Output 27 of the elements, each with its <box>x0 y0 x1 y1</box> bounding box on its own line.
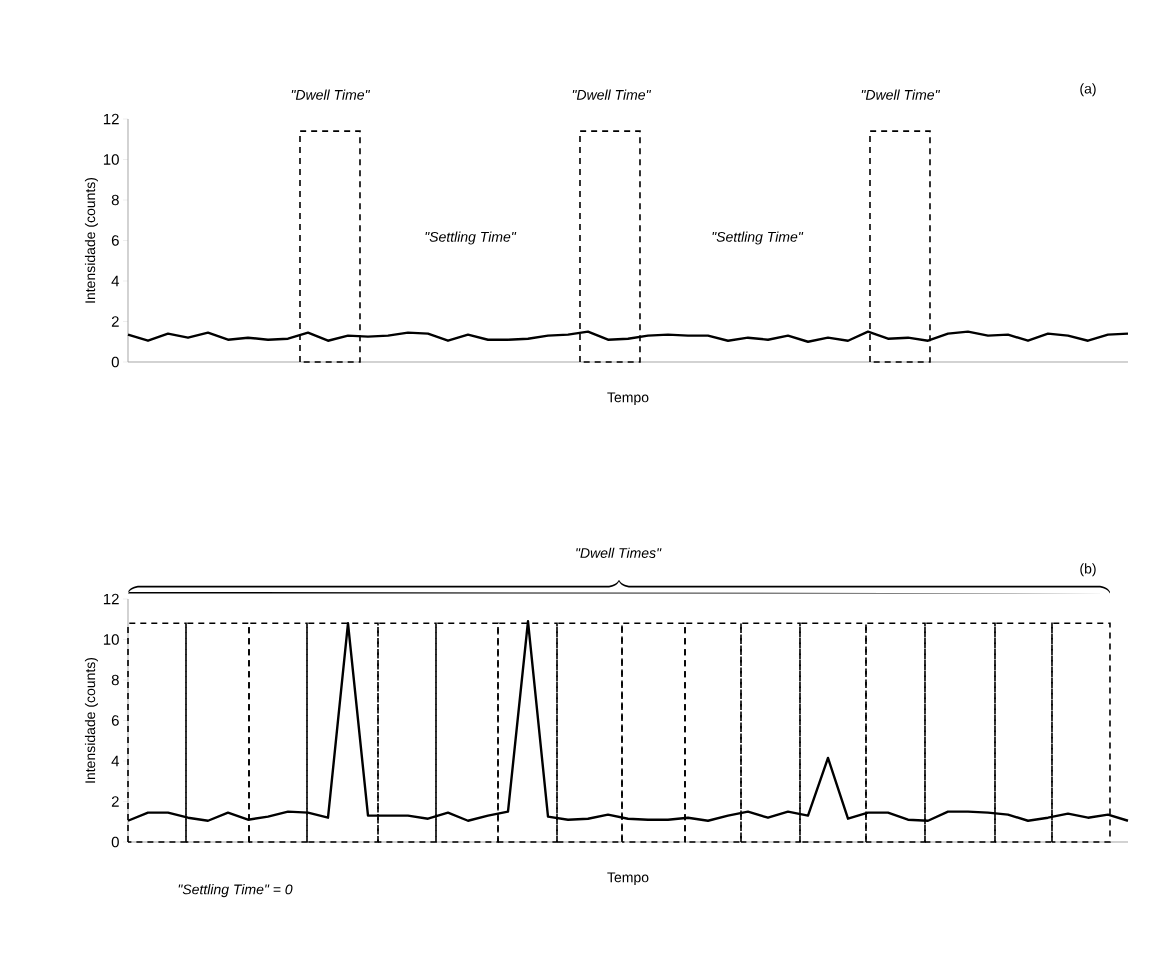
text: (b) <box>1080 563 1096 577</box>
y-tick-label: 0 <box>111 836 119 848</box>
y-tick-label: 6 <box>111 715 119 726</box>
y-tick-label: 10 <box>103 634 119 645</box>
y-tick-label: 12 <box>103 593 119 605</box>
text: "Dwell Times" <box>576 547 662 558</box>
x-axis-title: Tempo <box>607 392 649 406</box>
y-tick-label: 12 <box>103 113 119 125</box>
y-axis-title: Intensidade (counts) <box>84 657 98 783</box>
y-tick-label: 2 <box>111 316 119 327</box>
y-tick-label: 2 <box>111 796 119 807</box>
y-tick-label: 10 <box>103 154 119 165</box>
y-tick-label: 6 <box>111 235 119 246</box>
text: (a) <box>1080 83 1096 97</box>
y-tick-label: 4 <box>111 755 120 767</box>
annotation: "Settling Time" <box>712 231 804 245</box>
text: "Dwell Time" <box>291 89 371 100</box>
text: "Settling Time" = 0 <box>178 884 293 898</box>
y-tick-label: 8 <box>111 674 119 686</box>
annotation: "Settling Time" <box>425 231 517 245</box>
x-axis-title: Tempo <box>607 872 649 886</box>
text: "Dwell Time" <box>572 89 652 100</box>
y-axis-title: Intensidade (counts) <box>84 177 98 303</box>
y-tick-label: 0 <box>111 356 119 368</box>
y-tick-label: 8 <box>111 194 119 206</box>
y-tick-label: 4 <box>111 275 120 287</box>
text: "Dwell Time" <box>861 89 941 100</box>
